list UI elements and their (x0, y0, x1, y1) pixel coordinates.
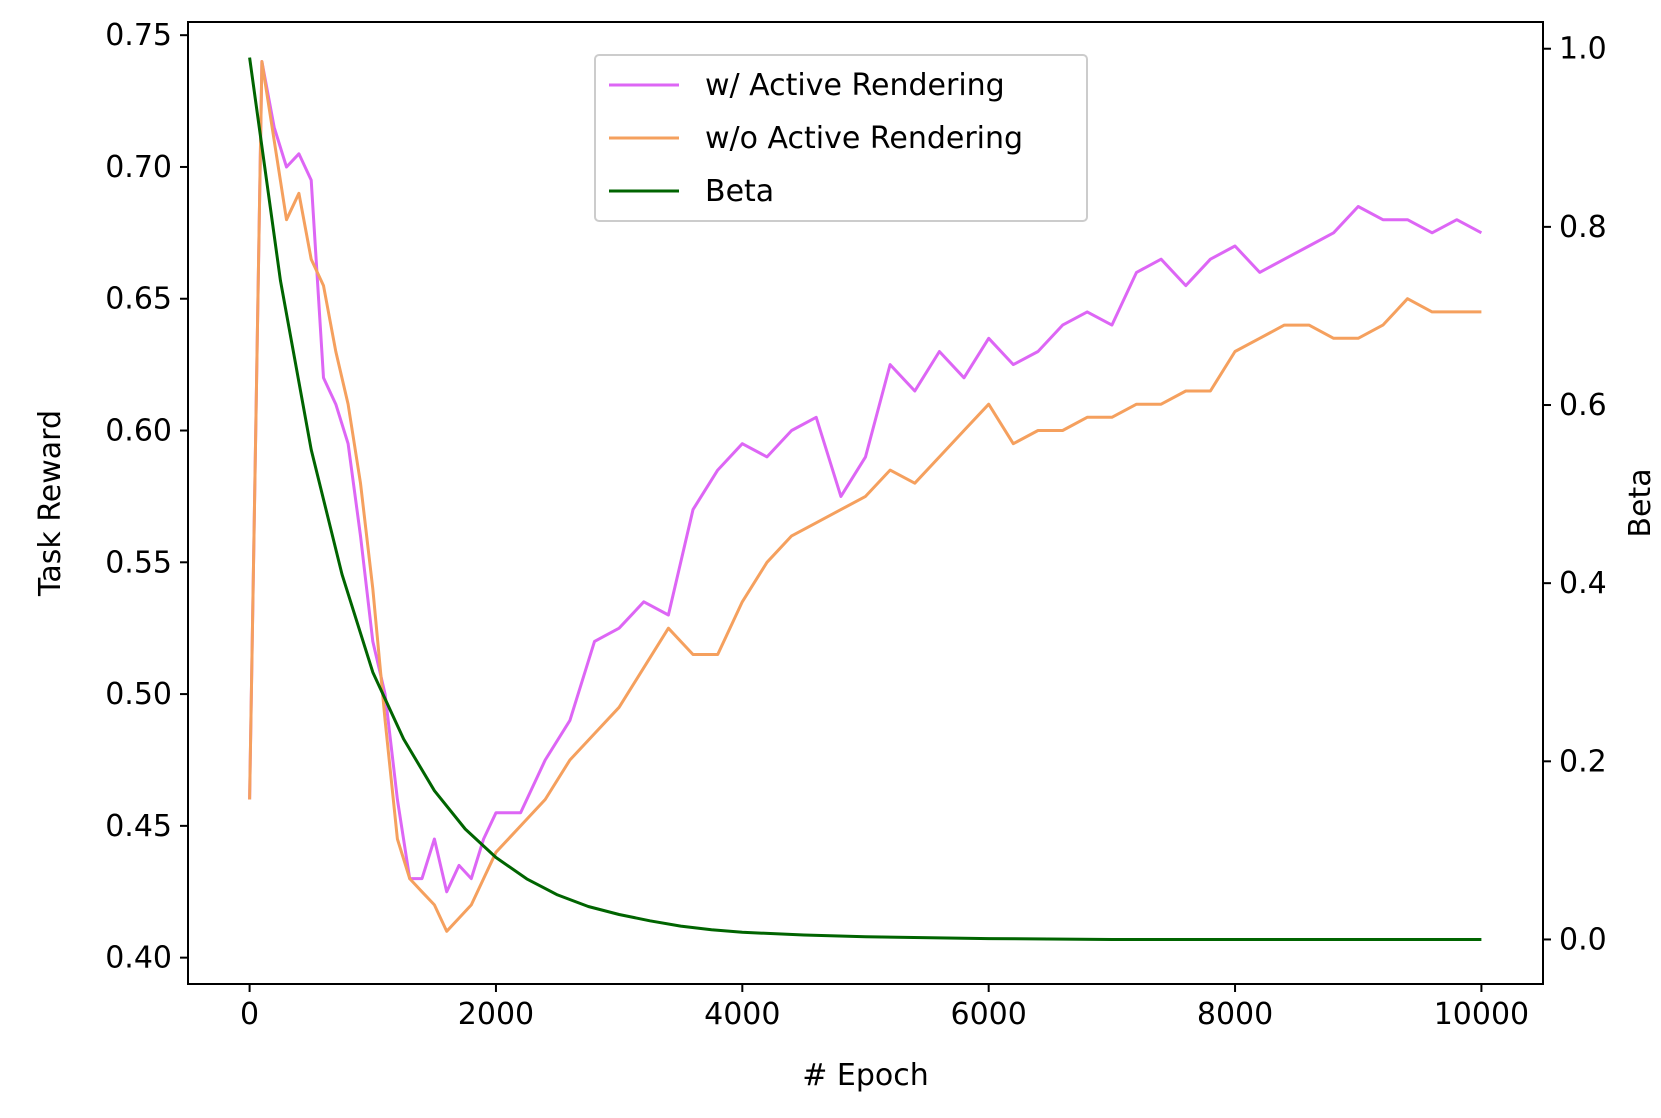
y2-tick-label: 0.0 (1559, 922, 1607, 957)
y-tick-label: 0.70 (105, 150, 172, 185)
x-tick-label: 6000 (951, 997, 1027, 1032)
legend-box (594, 54, 1088, 222)
series-line-beta (248, 57, 1482, 941)
y-tick-label: 0.50 (105, 677, 172, 712)
series-layer (248, 57, 1483, 941)
y-tick-label: 0.75 (105, 18, 172, 53)
series-line-w-active-rendering (248, 60, 1483, 894)
legend-label-beta: Beta (705, 174, 774, 209)
y2-axis-ticks: 0.0 0.2 0.4 0.6 0.8 1.0 (1543, 32, 1607, 957)
x-tick-label: 10000 (1434, 997, 1529, 1032)
series-line-w-o-active-rendering (248, 60, 1482, 933)
x-axis-ticks: 0 2000 4000 6000 8000 10000 (240, 984, 1529, 1032)
y2-tick-label: 1.0 (1559, 32, 1607, 67)
y2-tick-label: 0.4 (1559, 566, 1607, 601)
y-tick-label: 0.55 (105, 545, 172, 580)
y2-tick-label: 0.8 (1559, 210, 1607, 245)
plot-frame (187, 21, 1544, 985)
legend-label-active-rendering: w/ Active Rendering (705, 68, 1005, 103)
y-tick-label: 0.40 (105, 941, 172, 976)
x-tick-label: 0 (240, 997, 259, 1032)
x-tick-label: 4000 (704, 997, 780, 1032)
y-axis-label: Task Reward (33, 410, 68, 597)
x-tick-label: 8000 (1197, 997, 1273, 1032)
legend: w/ Active Rendering w/o Active Rendering… (594, 54, 1088, 222)
y-tick-label: 0.60 (105, 414, 172, 449)
y2-axis-label: Beta (1623, 468, 1658, 537)
x-tick-label: 2000 (458, 997, 534, 1032)
legend-label-no-active-rendering: w/o Active Rendering (705, 121, 1023, 156)
y-tick-label: 0.45 (105, 809, 172, 844)
y-axis-ticks: 0.40 0.45 0.50 0.55 0.60 0.65 0.70 0.75 (105, 18, 188, 976)
y2-tick-label: 0.2 (1559, 744, 1607, 779)
y2-tick-label: 0.6 (1559, 388, 1607, 423)
y-tick-label: 0.65 (105, 282, 172, 317)
x-axis-label: # Epoch (802, 1058, 929, 1093)
